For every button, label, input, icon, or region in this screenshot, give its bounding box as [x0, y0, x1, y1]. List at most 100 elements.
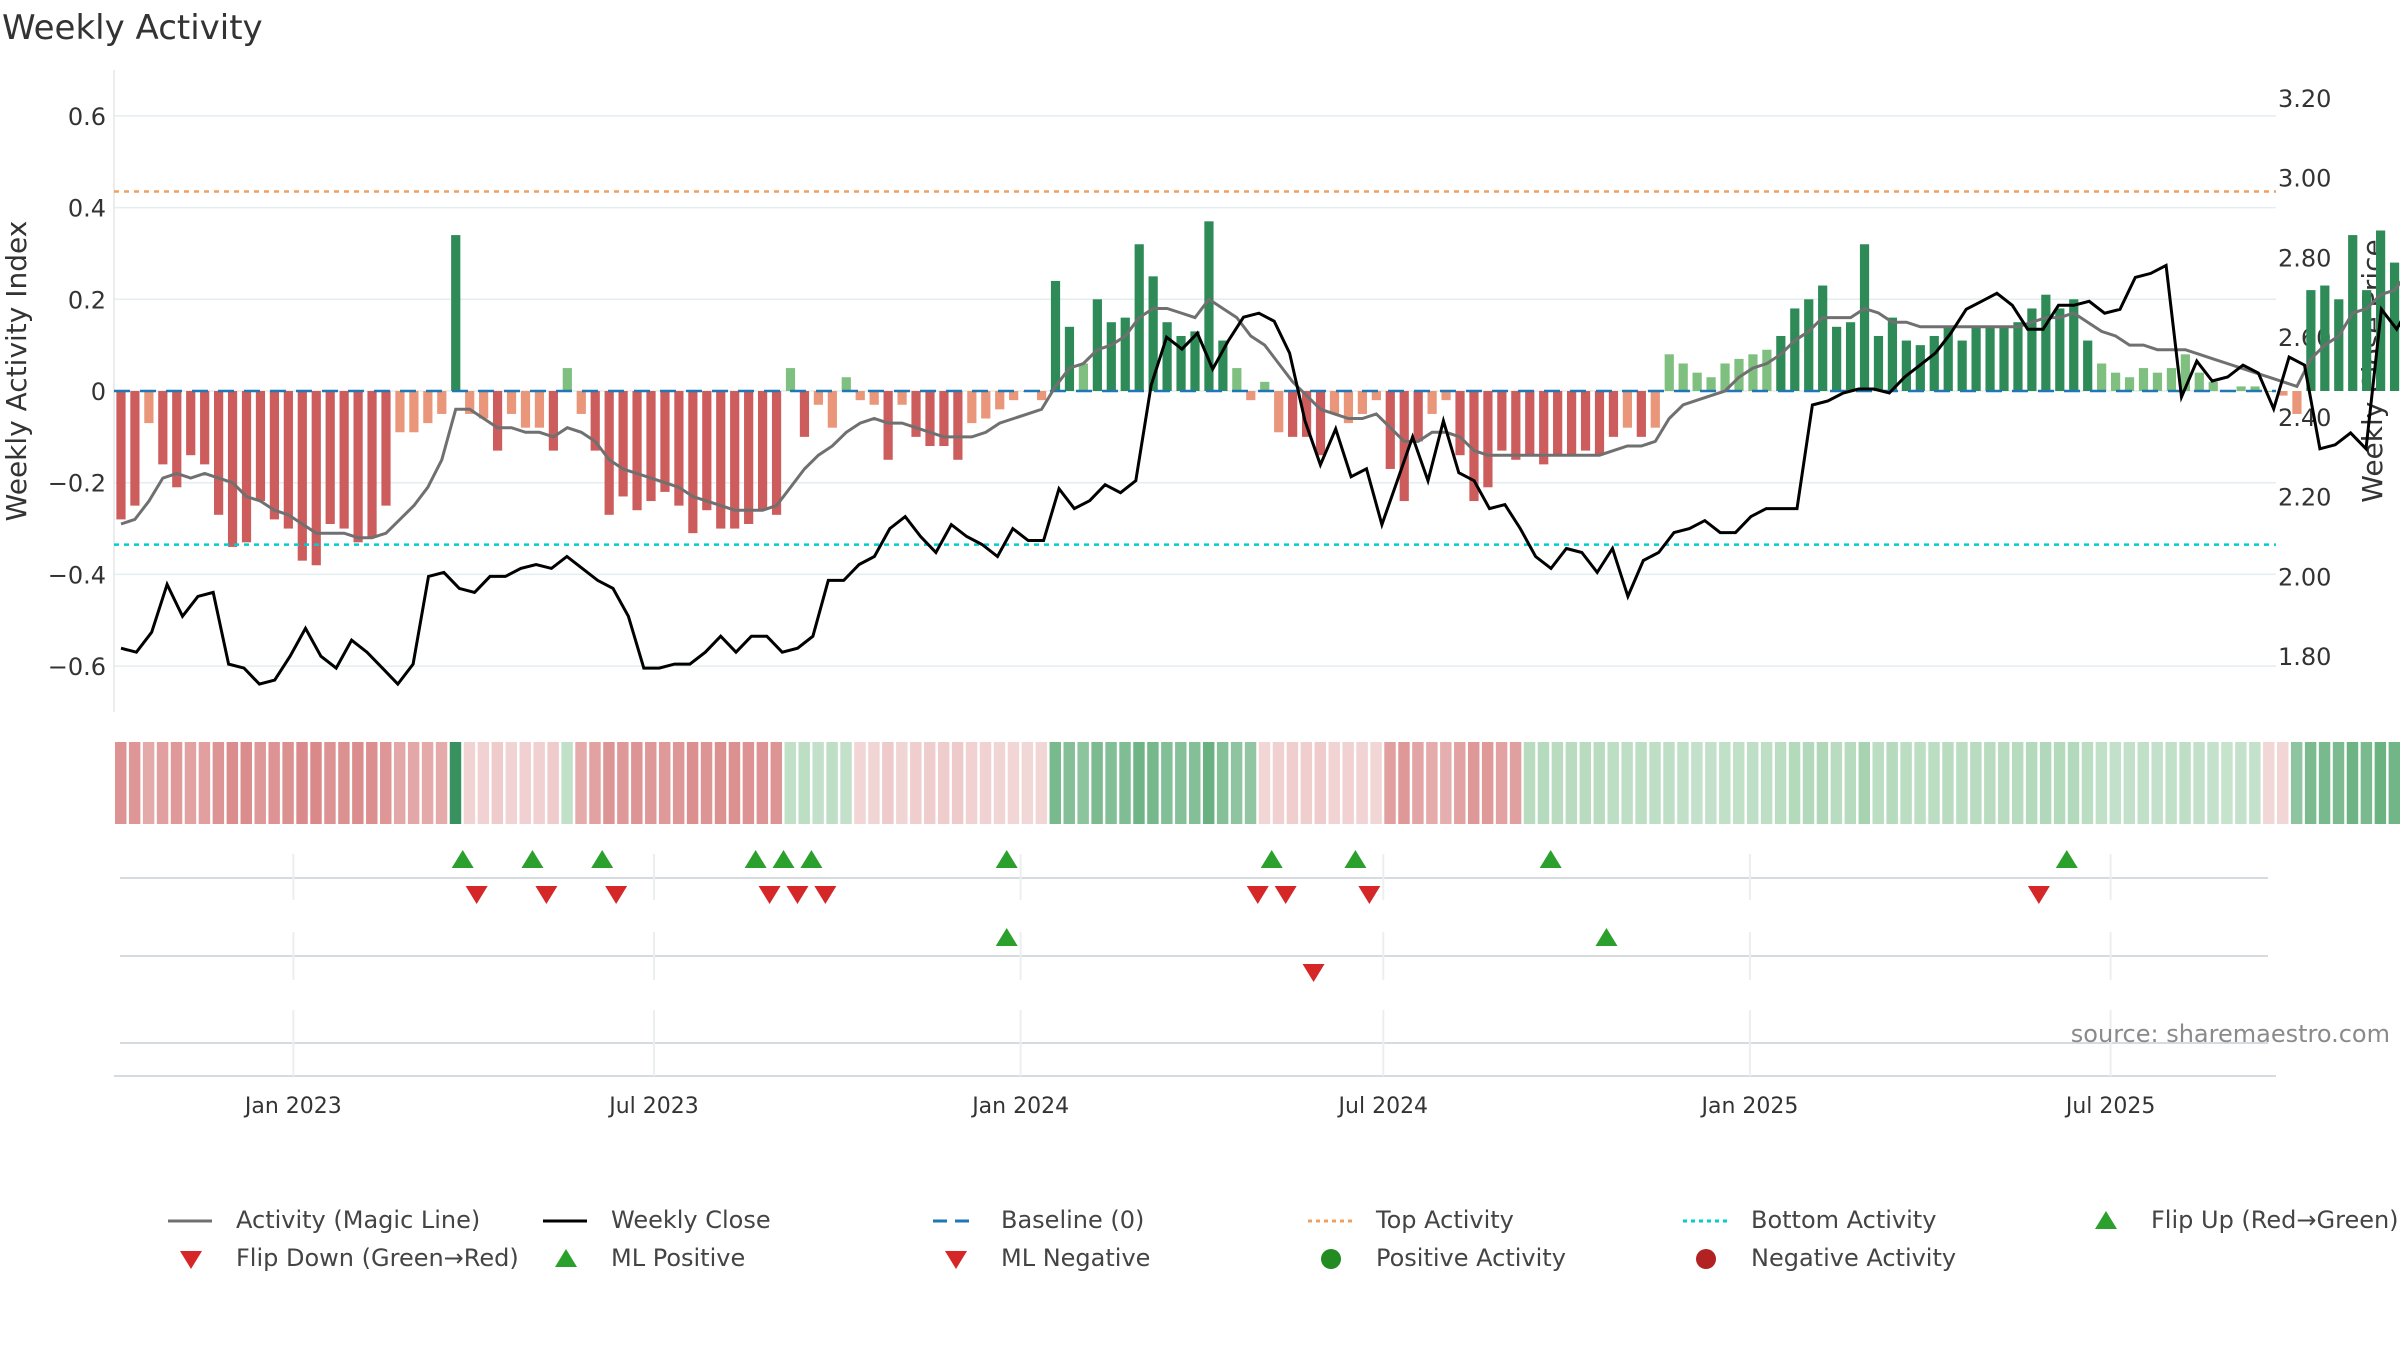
activity-band-cell	[784, 742, 796, 824]
flip-up-marker	[744, 850, 767, 868]
activity-bar	[1190, 331, 1200, 391]
activity-band-cell	[2207, 742, 2219, 824]
activity-bar	[1315, 391, 1326, 456]
activity-band-cell	[2332, 742, 2345, 824]
activity-band-cell	[463, 742, 476, 824]
activity-bar	[1260, 381, 1270, 391]
activity-band-cell	[421, 742, 434, 824]
activity-bar	[911, 391, 921, 437]
activity-band-cell	[1272, 742, 1285, 824]
activity-bar	[1357, 391, 1367, 414]
activity-band-cell	[1677, 742, 1689, 824]
activity-bar	[2069, 299, 2079, 391]
activity-band-cell	[1551, 742, 1564, 824]
activity-bar	[576, 391, 586, 414]
activity-band-cell	[645, 742, 657, 824]
activity-bar	[1218, 340, 1228, 391]
activity-bar	[1232, 368, 1242, 391]
flip-down-marker	[758, 886, 781, 904]
legend-label: Flip Up (Red→Green)	[2151, 1206, 2399, 1234]
activity-bar	[1511, 391, 1521, 460]
x-tick-label: Jul 2024	[1337, 1094, 1429, 1119]
activity-band-cell	[1021, 742, 1034, 824]
flip-up-marker	[1344, 850, 1367, 868]
activity-bar	[2180, 354, 2190, 391]
activity-band-cell	[1928, 742, 1940, 824]
activity-band-cell	[1984, 742, 1996, 824]
y-right-tick-label: 3.00	[2278, 165, 2331, 193]
activity-band-cell	[2067, 742, 2080, 824]
activity-bar	[409, 391, 419, 433]
activity-bar	[1818, 285, 1828, 391]
activity-band-cell	[1091, 742, 1103, 824]
activity-bar	[1790, 308, 1800, 391]
activity-band-cell	[240, 742, 252, 824]
legend-label: Negative Activity	[1751, 1244, 1957, 1272]
legend-label: Weekly Close	[611, 1206, 771, 1234]
activity-band-cell	[756, 742, 769, 824]
activity-band-cell	[1426, 742, 1438, 824]
x-tick-label: Jul 2025	[2064, 1094, 2156, 1119]
activity-band-cell	[979, 742, 992, 824]
activity-bar	[311, 391, 321, 566]
activity-band-cell	[1635, 742, 1647, 824]
activity-band-cell	[1370, 742, 1382, 824]
y-right-tick-label: 2.80	[2278, 244, 2331, 272]
activity-bar	[534, 391, 545, 428]
activity-bar	[995, 391, 1005, 410]
top-activity-legend-icon	[1308, 1219, 1352, 1223]
activity-band-cell	[1746, 742, 1759, 824]
legend-item: ML Negative	[915, 1244, 1295, 1276]
activity-band-cell	[1286, 742, 1299, 824]
activity-band-cell	[1035, 742, 1048, 824]
activity-bar	[646, 391, 656, 502]
activity-band-cell	[1412, 742, 1424, 824]
flip-down-marker	[605, 886, 628, 904]
activity-band-cell	[1189, 742, 1201, 824]
activity-bar	[437, 391, 447, 414]
activity-band-cell	[1161, 742, 1173, 824]
activity-bar	[520, 391, 531, 428]
activity-band-cell	[714, 742, 727, 824]
y-right-tick-label: 2.20	[2278, 484, 2331, 512]
activity-band-cell	[1119, 742, 1131, 824]
flip-up-marker	[995, 850, 1018, 868]
activity-bar	[1399, 391, 1409, 502]
activity-band-cell	[1049, 742, 1061, 824]
activity-bar	[785, 368, 796, 391]
legend-item: Positive Activity	[1290, 1244, 1670, 1276]
activity-band-cell	[882, 742, 894, 824]
activity-band-cell	[2011, 742, 2024, 824]
activity-band-cell	[770, 742, 783, 824]
activity-bar	[1692, 372, 1702, 391]
activity-band-cell	[1063, 742, 1075, 824]
activity-band-cell	[1970, 742, 1982, 824]
activity-band-cell	[1398, 742, 1410, 824]
activity-band-cell	[2263, 742, 2275, 824]
activity-band-cell	[1774, 742, 1787, 824]
activity-bar	[883, 391, 893, 460]
activity-bar	[2138, 368, 2149, 391]
activity-bar	[1664, 354, 1674, 391]
activity-band-cell	[1956, 742, 1968, 824]
flip-up-marker	[451, 850, 474, 868]
legend-label: Activity (Magic Line)	[236, 1206, 481, 1234]
activity-bar	[1832, 326, 1842, 391]
activity-band-cell	[1300, 742, 1313, 824]
activity-band-cell	[1872, 742, 1884, 824]
activity-bar	[1301, 391, 1312, 437]
activity-band-cell	[631, 742, 643, 824]
activity-bar	[1943, 326, 1953, 391]
flip-up-marker	[591, 850, 614, 868]
activity-bar	[2236, 386, 2246, 391]
activity-bar	[799, 391, 810, 437]
activity-bar	[827, 391, 837, 428]
activity-bar	[2055, 308, 2065, 391]
activity-bar	[381, 391, 391, 506]
legend-item: ML Positive	[525, 1244, 905, 1276]
activity-band-cell	[1175, 742, 1187, 824]
activity-band-cell	[854, 742, 866, 824]
activity-band-cell	[1454, 742, 1466, 824]
y-tick-label: 0	[91, 378, 106, 406]
activity-bar	[813, 391, 823, 405]
